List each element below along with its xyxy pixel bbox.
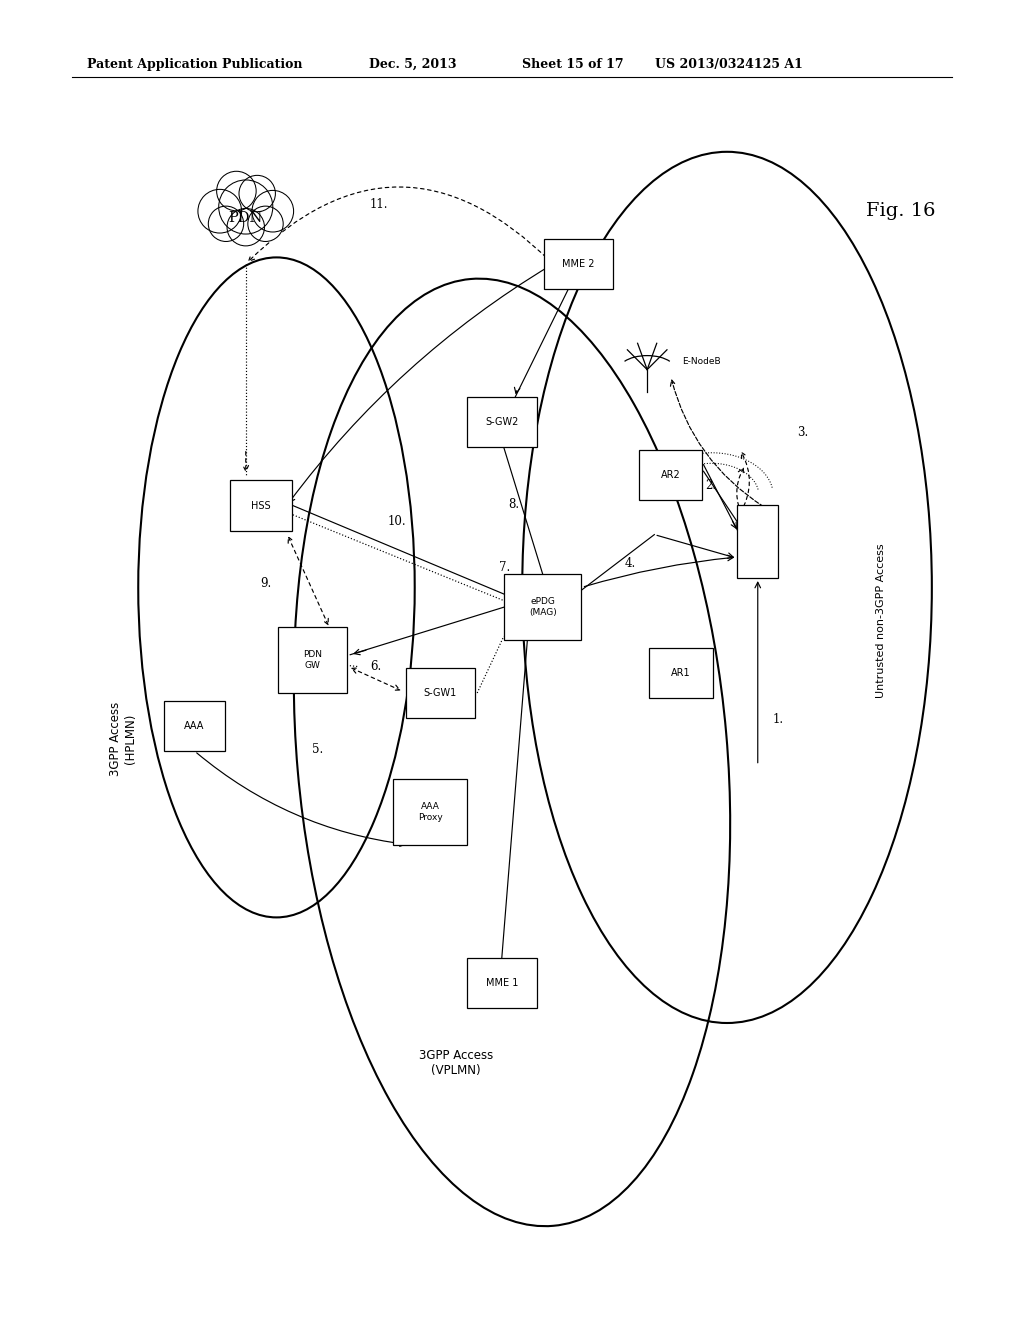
FancyBboxPatch shape	[278, 627, 347, 693]
Text: S-GW1: S-GW1	[424, 688, 457, 698]
FancyBboxPatch shape	[649, 648, 713, 698]
Text: MME 1: MME 1	[485, 978, 518, 989]
Text: MME 2: MME 2	[562, 259, 595, 269]
Text: 8.: 8.	[508, 498, 519, 511]
Text: HSS: HSS	[251, 500, 271, 511]
FancyBboxPatch shape	[504, 574, 582, 640]
FancyBboxPatch shape	[393, 779, 467, 845]
Text: PDN: PDN	[228, 211, 263, 224]
FancyBboxPatch shape	[639, 450, 702, 500]
FancyBboxPatch shape	[544, 239, 613, 289]
Text: Dec. 5, 2013: Dec. 5, 2013	[369, 58, 456, 71]
FancyBboxPatch shape	[406, 668, 475, 718]
Text: PDN
GW: PDN GW	[303, 651, 322, 669]
FancyBboxPatch shape	[467, 958, 537, 1008]
Text: Patent Application Publication: Patent Application Publication	[87, 58, 302, 71]
Text: 3GPP Access
(VPLMN): 3GPP Access (VPLMN)	[419, 1048, 493, 1077]
FancyBboxPatch shape	[737, 504, 778, 578]
Text: 3GPP Access
(HPLMN): 3GPP Access (HPLMN)	[109, 702, 137, 776]
Text: 7.: 7.	[499, 561, 510, 574]
Text: 11.: 11.	[370, 198, 388, 211]
Text: 10.: 10.	[388, 515, 407, 528]
Text: AR2: AR2	[660, 470, 681, 480]
Text: Sheet 15 of 17: Sheet 15 of 17	[522, 58, 624, 71]
Circle shape	[219, 180, 272, 234]
Text: Untrusted non-3GPP Access: Untrusted non-3GPP Access	[876, 543, 886, 698]
Text: 9.: 9.	[260, 577, 271, 590]
Text: ePDG
(MAG): ePDG (MAG)	[528, 598, 557, 616]
Text: 4.: 4.	[625, 557, 636, 570]
Text: AAA: AAA	[184, 721, 205, 731]
FancyBboxPatch shape	[230, 480, 292, 531]
FancyBboxPatch shape	[467, 397, 537, 447]
Text: AR1: AR1	[671, 668, 691, 678]
Circle shape	[227, 209, 264, 246]
Text: S-GW2: S-GW2	[485, 417, 518, 428]
Text: 6.: 6.	[371, 660, 381, 673]
Circle shape	[198, 189, 242, 234]
Circle shape	[217, 172, 256, 211]
Circle shape	[248, 206, 284, 242]
FancyBboxPatch shape	[164, 701, 225, 751]
Text: AAA
Proxy: AAA Proxy	[418, 803, 442, 821]
Text: 1.: 1.	[773, 713, 784, 726]
Circle shape	[239, 176, 275, 211]
Text: 3.: 3.	[797, 426, 808, 440]
Text: 2.: 2.	[706, 479, 717, 492]
Circle shape	[252, 190, 294, 232]
Text: E-NodeB: E-NodeB	[682, 358, 721, 366]
Text: US 2013/0324125 A1: US 2013/0324125 A1	[655, 58, 803, 71]
Text: Fig. 16: Fig. 16	[866, 202, 936, 220]
Circle shape	[208, 206, 244, 242]
Text: 5.: 5.	[312, 743, 323, 756]
